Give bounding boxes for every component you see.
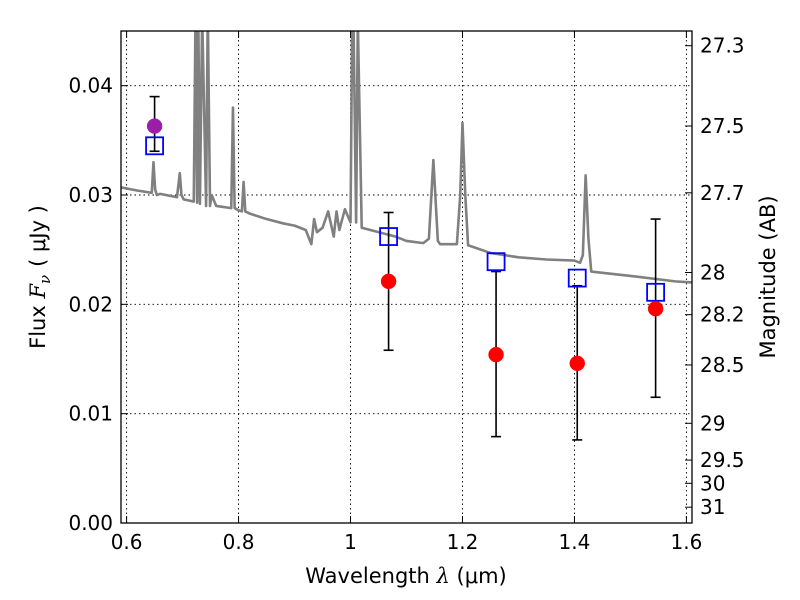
y-axis-symbol-sub: ν bbox=[36, 275, 54, 284]
y-tick-label: 0.02 bbox=[68, 292, 113, 316]
model-square-marker bbox=[646, 282, 666, 302]
model-square-marker bbox=[379, 227, 398, 246]
observed-point bbox=[569, 355, 585, 372]
observed-point bbox=[488, 346, 504, 363]
y-tick-label: 0.00 bbox=[68, 511, 113, 535]
model-square-marker bbox=[567, 268, 587, 288]
x-axis-symbol: λ bbox=[436, 564, 450, 588]
y-tick-label: 0.01 bbox=[68, 402, 113, 426]
axis-ticks: 0.6 0.8 1 1.2 1.4 1.6 0.00 0.01 0.02 0.03 0.04 27.3… bbox=[68, 31, 745, 554]
y2-tick-label: 28 bbox=[700, 261, 725, 285]
y-axis-title: Flux Fν ( μJy ) bbox=[26, 205, 54, 349]
model-square-marker bbox=[486, 252, 506, 272]
y2-tick-label: 27.7 bbox=[700, 181, 745, 205]
y2-tick-label: 27.3 bbox=[700, 34, 745, 58]
y2-tick-label: 28.5 bbox=[700, 353, 745, 377]
x-tick-label: 0.8 bbox=[223, 530, 255, 554]
plot-frame bbox=[120, 30, 693, 524]
y2-axis-title: Magnitude (AB) bbox=[756, 195, 780, 358]
observed-point bbox=[647, 300, 664, 317]
x-axis-unit: (μm) bbox=[457, 564, 507, 588]
plot-area bbox=[121, 31, 692, 523]
x-tick-label: 0.6 bbox=[111, 530, 143, 554]
y-tick-label: 0.04 bbox=[68, 74, 113, 98]
model-square-marker bbox=[145, 136, 164, 156]
x-tick-label: 1.6 bbox=[670, 530, 702, 554]
y2-tick-label: 30 bbox=[700, 471, 725, 495]
spectrum-line bbox=[121, 31, 692, 284]
x-tick-label: 1.4 bbox=[559, 530, 591, 554]
x-tick-label: 1 bbox=[344, 530, 357, 554]
y-tick-label: 0.03 bbox=[68, 183, 113, 207]
y-axis-label: Flux bbox=[26, 305, 50, 349]
observed-point bbox=[146, 118, 163, 134]
y2-tick-label: 29 bbox=[700, 411, 725, 435]
y-axis-symbol: F bbox=[26, 283, 50, 300]
y-axis-unit: ( μJy ) bbox=[26, 205, 50, 267]
y2-tick-label: 29.5 bbox=[700, 448, 745, 472]
observed-photometry-markers bbox=[146, 118, 664, 372]
y2-tick-label: 28.2 bbox=[700, 303, 745, 327]
x-axis-title: Wavelength λ (μm) bbox=[305, 564, 506, 588]
y2-tick-label: 31 bbox=[700, 495, 725, 519]
model-spectrum bbox=[121, 31, 692, 284]
x-tick-label: 1.2 bbox=[447, 530, 479, 554]
y2-tick-label: 27.5 bbox=[700, 114, 745, 138]
model-photometry-markers bbox=[145, 136, 666, 302]
x-axis-label: Wavelength bbox=[305, 564, 430, 588]
observed-point bbox=[380, 273, 397, 290]
